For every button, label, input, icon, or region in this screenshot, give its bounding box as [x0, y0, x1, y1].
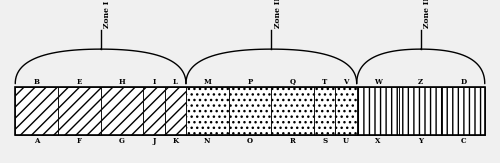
Text: U: U: [343, 137, 349, 145]
Text: Q: Q: [290, 78, 296, 86]
Text: D: D: [460, 78, 466, 86]
Bar: [400, 88, 442, 135]
Text: G: G: [119, 137, 125, 145]
Text: K: K: [172, 137, 178, 145]
Text: T: T: [322, 78, 328, 86]
Bar: [58, 88, 100, 135]
Bar: [186, 88, 228, 135]
Bar: [336, 88, 356, 135]
Text: V: V: [344, 78, 348, 86]
Bar: [442, 88, 485, 135]
Text: L: L: [173, 78, 178, 86]
Text: Zone II: Zone II: [274, 0, 282, 28]
Bar: [314, 88, 336, 135]
Bar: [356, 88, 400, 135]
Text: I: I: [152, 78, 156, 86]
Bar: [15, 88, 58, 135]
Text: O: O: [247, 137, 253, 145]
Text: S: S: [322, 137, 328, 145]
Bar: [144, 88, 165, 135]
Text: A: A: [34, 137, 40, 145]
Text: Zone I: Zone I: [104, 1, 112, 28]
Text: Zone III: Zone III: [424, 0, 432, 28]
Text: C: C: [460, 137, 466, 145]
Bar: [164, 88, 186, 135]
Text: X: X: [376, 137, 380, 145]
Text: J: J: [152, 137, 156, 145]
Text: R: R: [290, 137, 296, 145]
Text: Y: Y: [418, 137, 423, 145]
Text: N: N: [204, 137, 210, 145]
Bar: [272, 88, 314, 135]
Text: H: H: [118, 78, 126, 86]
Bar: [100, 88, 144, 135]
Text: F: F: [77, 137, 82, 145]
Text: M: M: [204, 78, 212, 86]
Text: W: W: [374, 78, 382, 86]
Text: E: E: [76, 78, 82, 86]
Text: B: B: [34, 78, 40, 86]
Text: Z: Z: [418, 78, 424, 86]
Bar: [15, 88, 485, 135]
Text: P: P: [248, 78, 252, 86]
Bar: [228, 88, 272, 135]
